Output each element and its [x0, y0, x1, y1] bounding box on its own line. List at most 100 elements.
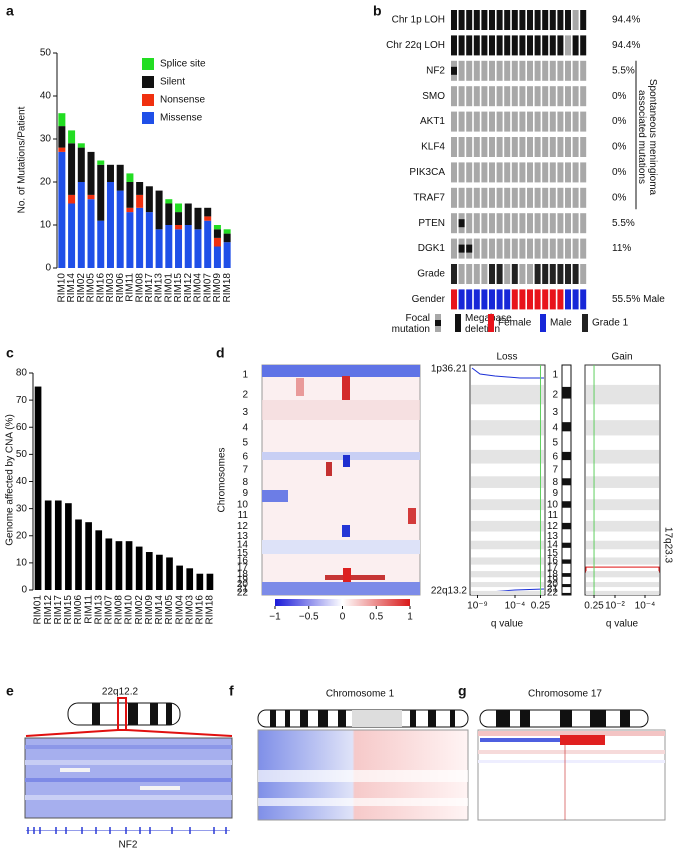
bar [186, 568, 194, 590]
colorbar-tick-label: −0.5 [299, 612, 319, 623]
cell [572, 86, 579, 107]
cell [565, 86, 571, 107]
cell [466, 213, 473, 234]
x-tick-label: 0.25 [584, 601, 604, 612]
cell [451, 86, 457, 107]
cell [458, 10, 465, 30]
row-shade [586, 520, 659, 532]
cell [580, 60, 587, 81]
cell [473, 238, 480, 259]
cell [527, 35, 533, 56]
legend-swatch [142, 112, 154, 124]
cell [527, 213, 533, 234]
row-shade [586, 582, 659, 588]
cell [473, 86, 480, 107]
cell [542, 187, 549, 208]
chromosome-label: 4 [552, 422, 558, 433]
x-tick-label: RIM14 [154, 595, 165, 625]
cell [473, 35, 480, 56]
cell [542, 137, 549, 157]
cell [511, 289, 518, 310]
cell-focal [451, 66, 457, 75]
cell [527, 289, 533, 310]
cell [511, 60, 518, 81]
row-shade [586, 571, 659, 578]
cell [557, 187, 564, 208]
cell [451, 289, 457, 310]
colorbar [275, 599, 410, 606]
x-tick-label: RIM18 [205, 595, 216, 625]
cell [557, 162, 564, 183]
chromosome-label: 3 [242, 407, 248, 418]
cell [580, 289, 587, 310]
cell [511, 10, 518, 30]
ideogram-band [562, 478, 571, 486]
bar-segment [184, 225, 192, 268]
row-percent: 0% [612, 91, 627, 102]
cell [519, 35, 526, 56]
row-shade [471, 520, 544, 532]
x-tick-label: RIM13 [154, 273, 165, 303]
cell [458, 264, 465, 284]
cell [565, 264, 571, 284]
cell [580, 162, 587, 183]
bar [206, 573, 214, 590]
cell [473, 264, 480, 284]
panel-label: b [373, 3, 382, 19]
row-shade [586, 476, 659, 488]
y-tick-label: 10 [40, 220, 52, 231]
gene-label: NF2 [119, 840, 138, 851]
bar [65, 503, 72, 590]
bar [135, 546, 143, 590]
cell [458, 289, 465, 310]
bar [166, 557, 173, 590]
ideogram-band [562, 592, 571, 596]
x-tick-label: 10⁻⁴ [505, 601, 526, 612]
cell [489, 289, 495, 310]
x-tick-label: RIM01 [163, 273, 174, 303]
chromosome-label: 19 [547, 574, 559, 585]
cell [489, 10, 495, 30]
row-shade [471, 384, 544, 405]
chromosome-label: 22 [547, 588, 559, 599]
cell [527, 86, 533, 107]
y-tick-label: 10 [16, 558, 28, 569]
cell [542, 238, 549, 259]
cell [565, 238, 571, 259]
cell [511, 238, 518, 259]
chromosome-label: 19 [237, 574, 249, 585]
legend-swatch [455, 314, 461, 332]
panel-title: Chromosome 17 [528, 689, 602, 700]
bar-segment [97, 160, 105, 165]
cell [504, 187, 511, 208]
cell [511, 137, 518, 157]
chromosome-label: 13 [547, 531, 559, 542]
chromosome-label: 8 [552, 477, 558, 488]
cell [549, 264, 556, 284]
cell [451, 35, 457, 56]
row-shade [586, 540, 659, 550]
panel-label: c [6, 345, 14, 361]
cell [572, 213, 579, 234]
heatmap [257, 729, 666, 821]
cell [549, 35, 556, 56]
x-tick-label: RIM17 [53, 595, 64, 625]
cell [473, 213, 480, 234]
cell [473, 111, 480, 132]
cell [565, 213, 571, 234]
row-shade [471, 590, 544, 595]
x-tick-label: RIM05 [164, 595, 175, 625]
row-label: PTEN [418, 218, 445, 229]
cell [511, 162, 518, 183]
cell [565, 162, 571, 183]
chromosome-label: 16 [547, 556, 559, 567]
chromosome-label: 22 [237, 588, 249, 599]
cell [511, 111, 518, 132]
cell [496, 162, 503, 183]
cell [519, 264, 526, 284]
row-label: Chr 22q LOH [386, 40, 445, 51]
gene-track [26, 827, 230, 834]
panel-label: d [216, 345, 225, 361]
chromosome-label: 7 [242, 465, 248, 476]
bar-segment [116, 164, 124, 191]
